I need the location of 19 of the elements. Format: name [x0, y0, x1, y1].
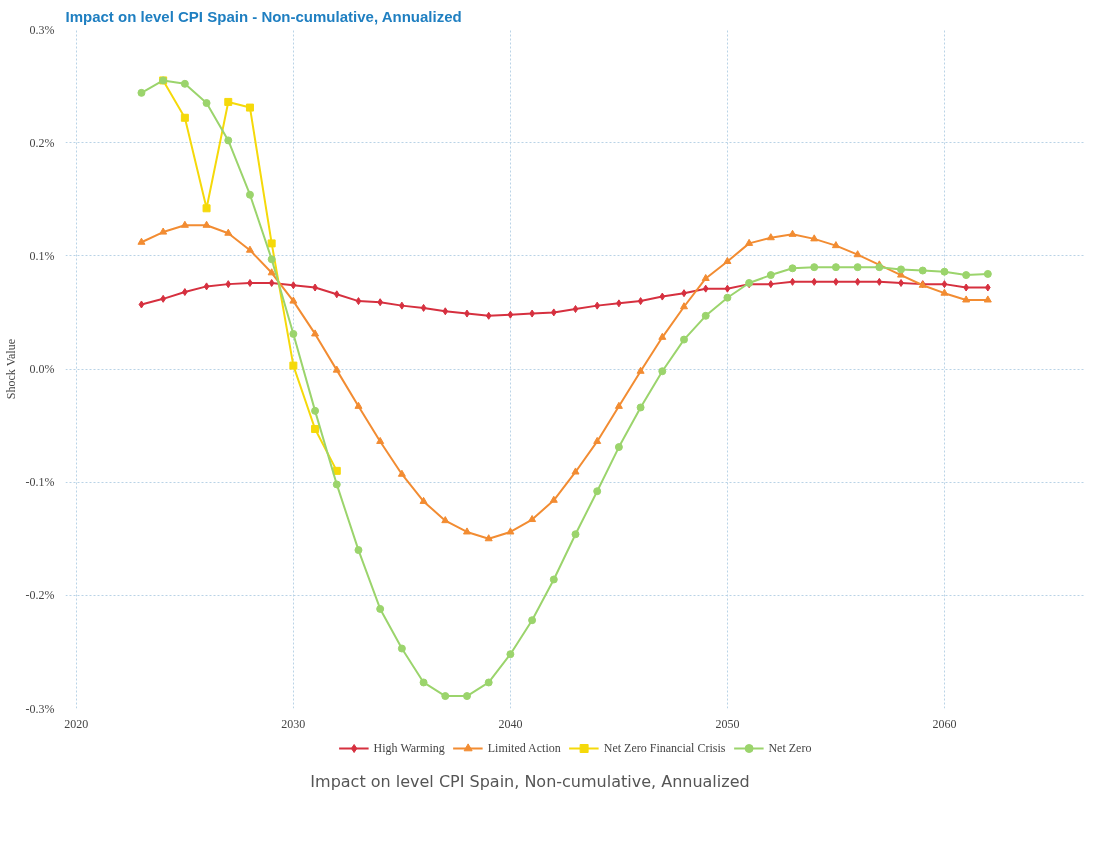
x-tick-label: 2040: [498, 716, 523, 731]
y-tick-label: -0.1%: [25, 475, 55, 490]
y-tick-label: 0.0%: [29, 362, 55, 376]
text: Impact on level CPI Spain, Non-cumulative, Annualized: [310, 771, 750, 793]
legend-label: High Warming: [373, 740, 445, 756]
x-tick-label: 2050: [715, 716, 740, 731]
x-tick-label: 2060: [932, 716, 957, 731]
y-tick-label: 0.3%: [29, 22, 55, 37]
legend-label: Net Zero: [768, 740, 812, 756]
y-axis-title: Shock Value: [3, 339, 18, 400]
legend-label: Net Zero Financial Crisis: [603, 740, 726, 756]
y-tick-label: -0.2%: [25, 588, 55, 603]
y-tick-label: 0.1%: [29, 248, 55, 263]
chart-title: Impact on level CPI Spain - Non-cumulative, Annualized: [65, 7, 462, 25]
legend-label: Limited Action: [487, 740, 561, 756]
x-tick-label: 2020: [64, 716, 89, 731]
x-tick-label: 2030: [281, 716, 306, 731]
y-tick-label: 0.2%: [29, 135, 55, 150]
y-tick-label: -0.3%: [25, 701, 55, 716]
